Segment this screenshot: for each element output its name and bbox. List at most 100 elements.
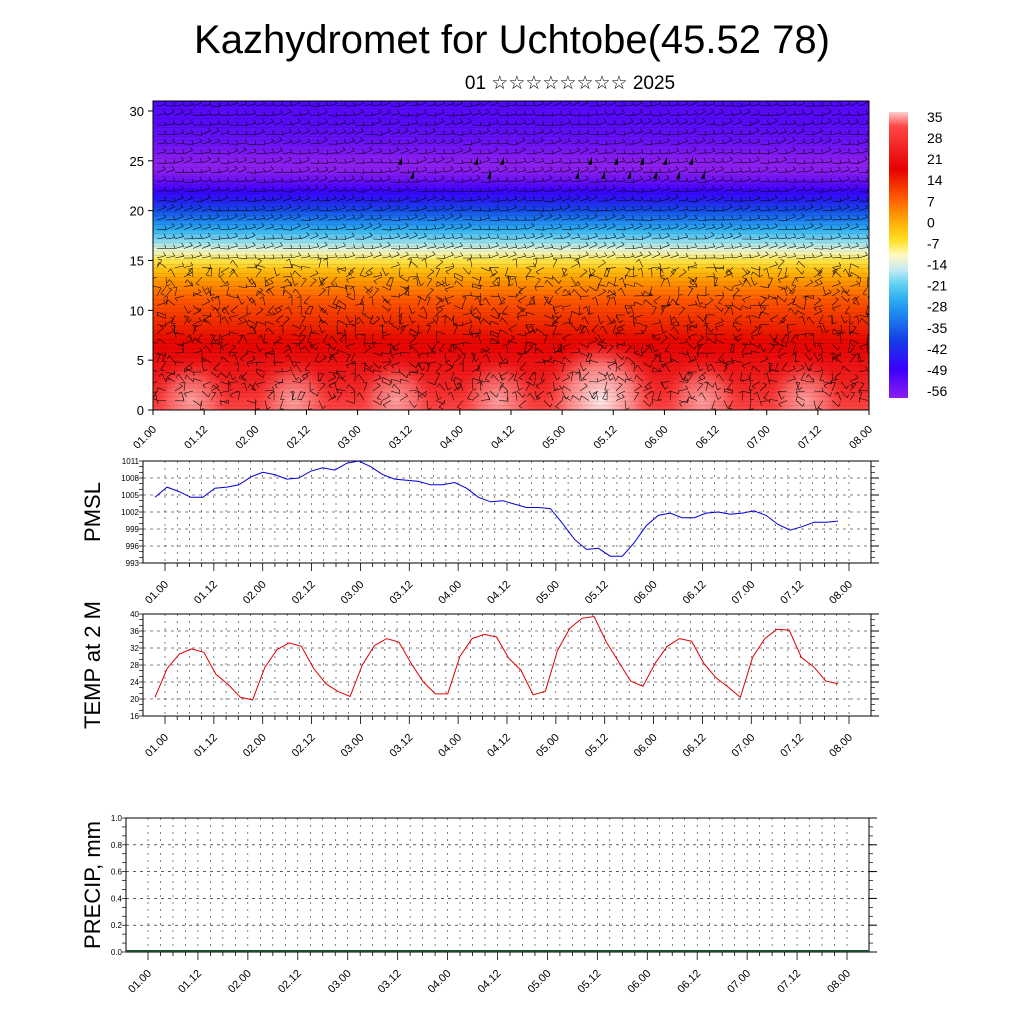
wind-barb-feather (294, 283, 299, 286)
wind-barb-feather (838, 166, 841, 170)
wind-barb-feather (830, 130, 833, 135)
wind-barb (489, 169, 499, 173)
wind-barb-feather (391, 365, 395, 369)
wind-barb-feather (810, 109, 814, 113)
wind-barb-feather (555, 311, 559, 315)
wind-barb-feather (670, 299, 673, 303)
wind-barb-feather (205, 274, 211, 277)
wind-barb (588, 189, 598, 192)
wind-barb-feather (532, 233, 535, 237)
wind-barb-feather (623, 131, 626, 136)
wind-barb-feather (694, 243, 698, 247)
wind-barb (588, 340, 598, 344)
wind-barb-feather (694, 157, 698, 162)
wind-barb-feather (559, 110, 563, 115)
wind-barb (831, 257, 841, 259)
wind-barb-feather (449, 343, 454, 346)
wind-barb (327, 371, 337, 374)
wind-barb-feather (266, 406, 271, 410)
wind-barb (696, 104, 706, 107)
wind-barb-feather (616, 394, 620, 399)
wind-barb (200, 400, 203, 410)
wind-barb (498, 298, 506, 306)
wind-barb-feather (378, 374, 382, 379)
wind-barb-feather (828, 118, 832, 122)
wind-barb-feather (217, 315, 222, 317)
wind-barb-feather (740, 306, 742, 311)
wind-barb-feather (184, 375, 187, 379)
wind-barb (597, 371, 607, 377)
wind-barb-feather (740, 380, 745, 382)
wind-barb-feather (416, 369, 419, 374)
wind-barb (194, 337, 203, 344)
wind-barb (183, 245, 193, 249)
wind-barb (561, 114, 571, 116)
wind-barb-feather (253, 215, 257, 219)
wind-barb-feather (308, 101, 311, 106)
wind-barb (156, 217, 166, 221)
wind-barb-feather (478, 328, 482, 333)
wind-barb (660, 337, 668, 344)
wind-barb-feather (337, 300, 339, 305)
wind-barb (588, 256, 598, 259)
wind-barb (640, 343, 644, 353)
wind-barb-feather (720, 184, 724, 189)
wind-barb-feather (378, 222, 382, 227)
wind-barb-feather (803, 225, 806, 229)
wind-barb-feather (658, 223, 661, 228)
wind-barb-feather (731, 168, 734, 173)
wind-barb-feather (679, 403, 683, 407)
wind-barb (210, 141, 220, 145)
wind-barb-feather (774, 194, 778, 198)
wind-barb-feather (639, 251, 643, 256)
wind-barb (390, 390, 400, 394)
wind-barb (237, 295, 242, 305)
wind-barb-feather (837, 280, 841, 284)
wind-barb (724, 388, 734, 392)
wind-barb (450, 391, 455, 401)
wind-barb (714, 276, 716, 286)
wind-barb (435, 295, 443, 303)
wind-barb (669, 226, 679, 230)
wind-barb-feather (740, 102, 743, 107)
wind-barb-feather (388, 252, 392, 257)
wind-barb (633, 191, 643, 193)
wind-barb-feather (694, 224, 698, 228)
wind-barb-feather (820, 119, 824, 124)
wind-barb-feather (459, 242, 463, 246)
wind-barb (774, 362, 779, 372)
wind-barb (338, 300, 347, 306)
wind-barb-feather (644, 396, 649, 399)
wind-barb-feather (626, 268, 631, 270)
wind-barb (498, 123, 508, 126)
wind-barb-feather (226, 101, 230, 105)
wind-barb (651, 122, 661, 126)
wind-barb (417, 296, 422, 306)
wind-barb-feather (664, 386, 669, 390)
wind-barb (492, 374, 500, 382)
wind-barb-feather (533, 206, 536, 211)
wind-barb (399, 115, 409, 117)
wind-barb-feather (713, 129, 716, 134)
wind-barb (633, 131, 643, 135)
wind-barb-feather (486, 128, 490, 132)
wind-barb-feather (323, 258, 327, 261)
wind-barb (651, 178, 661, 183)
wind-barb-feather (475, 358, 479, 362)
wind-barb (773, 333, 779, 342)
wind-barb-feather (512, 258, 517, 261)
wind-barb (490, 330, 500, 335)
wind-barb (507, 207, 517, 211)
wind-barb-feather (317, 102, 320, 107)
wind-barb (255, 181, 266, 183)
wind-barb-feather (698, 377, 703, 380)
wind-barb (165, 180, 175, 183)
wind-barb (471, 295, 481, 297)
wind-barb-feather (405, 194, 409, 199)
wind-barb (499, 362, 509, 365)
wind-barb (778, 352, 788, 357)
wind-barb-feather (838, 402, 841, 407)
wind-barb-feather (450, 251, 454, 256)
wind-barb (383, 362, 392, 368)
wind-barb (318, 170, 328, 173)
